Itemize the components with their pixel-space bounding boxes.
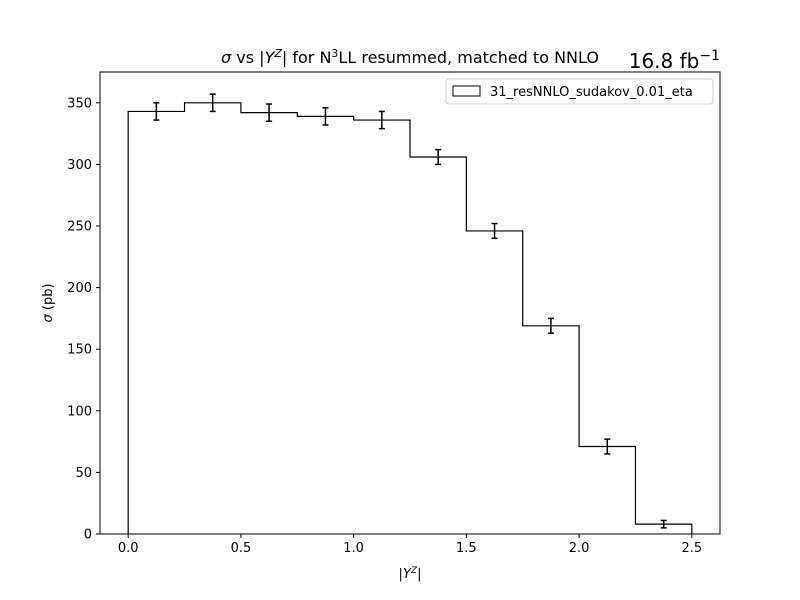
- y-tick-label: 350: [67, 96, 92, 111]
- error-bar: [547, 317, 554, 334]
- axis-ticks: 0.0 0.5 1.0 1.5 2.0 2.5 0 50 100 150 200 250 300 350: [67, 96, 702, 556]
- legend: 31_resNNLO_sudakov_0.01_eta: [445, 78, 714, 105]
- y-tick-label: 200: [67, 281, 92, 296]
- x-tick-label: 0.5: [231, 541, 252, 556]
- x-tick-label: 0.0: [118, 541, 139, 556]
- y-tick-label: 0: [84, 528, 92, 543]
- y-tick-label: 50: [75, 466, 92, 481]
- error-bar: [604, 438, 611, 455]
- y-tick-label: 150: [67, 343, 92, 358]
- error-bar: [435, 148, 442, 166]
- legend-swatch: [452, 85, 481, 97]
- histogram-series: [127, 102, 693, 534]
- x-tick-label: 1.0: [343, 541, 364, 556]
- plot-frame: [99, 71, 721, 535]
- x-tick-label: 1.5: [456, 541, 477, 556]
- error-bar: [266, 103, 273, 123]
- x-tick-label: 2.0: [569, 541, 590, 556]
- error-bar: [660, 519, 667, 529]
- error-bar: [322, 106, 329, 126]
- error-bar: [209, 93, 216, 113]
- x-axis-label: |YZ|: [399, 566, 422, 582]
- chart-title: σ vs |YZ| for N3LL resummed, matched to …: [221, 47, 599, 67]
- legend-box: [445, 78, 714, 105]
- y-tick-label: 100: [67, 404, 92, 419]
- y-tick-label: 300: [67, 158, 92, 173]
- y-axis-label: σ (pb): [41, 283, 56, 322]
- histogram-step-line: [127, 102, 693, 534]
- error-bars: [153, 93, 667, 529]
- error-bar: [153, 102, 160, 121]
- legend-entry-label: 31_resNNLO_sudakov_0.01_eta: [490, 85, 693, 100]
- luminosity-label: 16.8 fb−1: [629, 48, 720, 73]
- x-tick-label: 2.5: [681, 541, 702, 556]
- error-bar: [378, 110, 385, 130]
- y-tick-label: 250: [67, 220, 92, 235]
- error-bar: [491, 222, 498, 240]
